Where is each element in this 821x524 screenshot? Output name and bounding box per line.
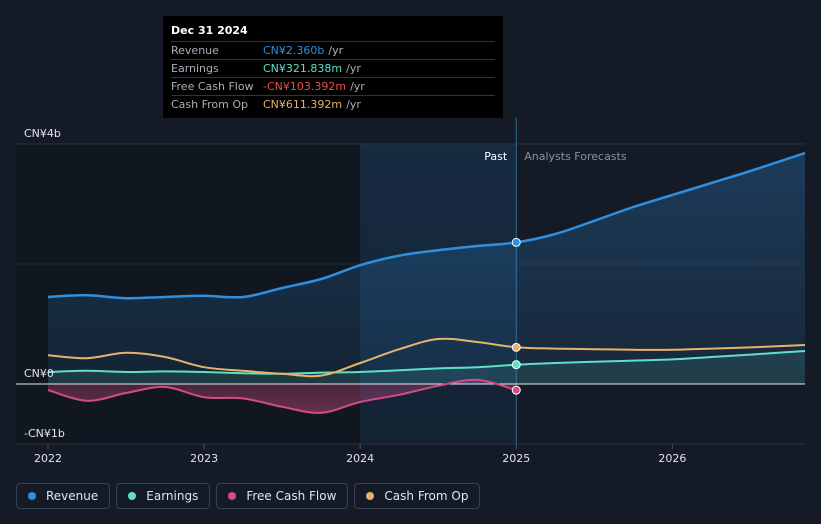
- cfo-dot-icon: [366, 492, 375, 500]
- earnings-area: [48, 351, 805, 384]
- revenue-dot-icon: [28, 492, 36, 500]
- tooltip-row-earnings: Earnings CN¥321.838m /yr: [171, 59, 495, 77]
- tooltip-label: Earnings: [171, 62, 219, 75]
- earnings-line: [47, 350, 806, 375]
- tooltip-value-earnings: CN¥321.838m: [263, 62, 343, 75]
- legend-item-earnings[interactable]: Earnings: [116, 483, 211, 509]
- tooltip: Dec 31 2024 Revenue CN¥2.360b /yr Earnin…: [163, 16, 503, 118]
- tooltip-unit: /yr: [350, 80, 365, 93]
- legend: Revenue Earnings Free Cash Flow Cash Fro…: [16, 483, 481, 511]
- tooltip-row-revenue: Revenue CN¥2.360b /yr: [171, 41, 495, 59]
- legend-item-fcf[interactable]: Free Cash Flow: [216, 483, 349, 509]
- legend-label: Earnings: [146, 489, 199, 503]
- x-tick-label: 2024: [346, 452, 374, 465]
- y-tick-label: CN¥4b: [24, 127, 61, 140]
- fcf-area: [48, 379, 517, 413]
- legend-label: Revenue: [46, 489, 99, 503]
- tooltip-label: Cash From Op: [171, 98, 249, 111]
- fcf-marker: [511, 385, 521, 395]
- legend-item-cfo[interactable]: Cash From Op: [354, 483, 481, 509]
- y-tick-label: CN¥0: [24, 367, 54, 380]
- legend-label: Cash From Op: [384, 489, 469, 503]
- tooltip-date: Dec 31 2024: [171, 24, 248, 37]
- tooltip-unit: /yr: [346, 62, 361, 75]
- tooltip-label: Free Cash Flow: [171, 80, 254, 93]
- x-tick-label: 2022: [34, 452, 62, 465]
- cfo-line: [47, 337, 806, 378]
- tooltip-value-cfo: CN¥611.392m: [263, 98, 343, 111]
- forecast-label: Analysts Forecasts: [524, 150, 627, 163]
- earnings-dot-icon: [128, 492, 137, 500]
- revenue-line: [47, 151, 806, 300]
- tooltip-unit: /yr: [346, 98, 361, 111]
- tooltip-row-cfo: Cash From Op CN¥611.392m /yr: [171, 95, 495, 113]
- tooltip-value-revenue: CN¥2.360b: [263, 44, 325, 57]
- legend-label: Free Cash Flow: [246, 489, 337, 503]
- revenue-area: [48, 153, 805, 384]
- fcf-line: [47, 378, 517, 414]
- fcf-dot-icon: [228, 492, 237, 500]
- revenue-marker: [511, 237, 521, 247]
- y-tick-label: -CN¥1b: [24, 427, 65, 440]
- past-label: Past: [484, 150, 508, 163]
- cfo-marker: [511, 342, 521, 352]
- x-tick-label: 2026: [658, 452, 686, 465]
- tooltip-label: Revenue: [171, 44, 219, 57]
- x-tick-label: 2025: [502, 452, 530, 465]
- tooltip-unit: /yr: [328, 44, 344, 57]
- tooltip-value-fcf: -CN¥103.392m: [263, 80, 347, 93]
- tooltip-row-fcf: Free Cash Flow -CN¥103.392m /yr: [171, 77, 495, 95]
- legend-item-revenue[interactable]: Revenue: [16, 483, 111, 509]
- earnings-marker: [511, 360, 521, 370]
- x-tick-label: 2023: [190, 452, 218, 465]
